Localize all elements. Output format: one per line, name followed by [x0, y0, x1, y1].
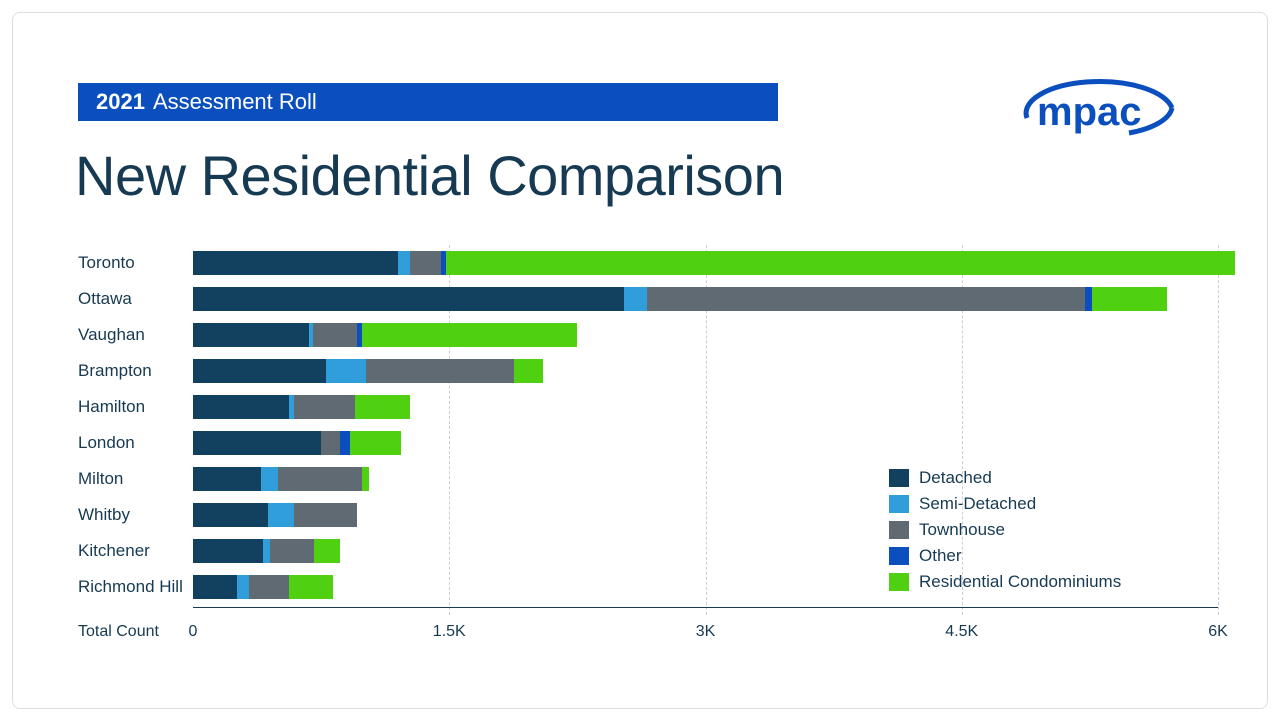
- bar-segment-condo: [446, 251, 1235, 275]
- bar-segment-condo: [289, 575, 333, 599]
- bar-row: Vaughan: [78, 317, 1218, 353]
- x-tick: 6K: [1208, 623, 1228, 641]
- bar-segment-condo: [350, 431, 401, 455]
- bar-segment-townhouse: [321, 431, 340, 455]
- banner-text: Assessment Roll: [153, 89, 317, 115]
- category-label: Milton: [78, 469, 193, 489]
- category-label: Kitchener: [78, 541, 193, 561]
- bar-segment-detached: [193, 503, 268, 527]
- bar-segment-townhouse: [294, 503, 357, 527]
- banner-year: 2021: [96, 89, 145, 115]
- bar-track: [193, 251, 1218, 275]
- bar-segment-other: [1085, 287, 1092, 311]
- bar-segment-other: [340, 431, 350, 455]
- bar-segment-townhouse: [366, 359, 515, 383]
- page-title: New Residential Comparison: [75, 143, 784, 208]
- bar-track: [193, 395, 1218, 419]
- mpac-logo: mpac: [1007, 63, 1187, 143]
- bar-segment-semi: [326, 359, 365, 383]
- category-label: Ottawa: [78, 289, 193, 309]
- bar-segment-townhouse: [270, 539, 314, 563]
- x-axis-label: Total Count: [78, 623, 193, 643]
- x-tick: 0: [189, 623, 198, 641]
- x-axis-line: [193, 607, 1218, 608]
- report-card: 2021 Assessment Roll mpac New Residentia…: [12, 12, 1268, 709]
- x-tick: 3K: [696, 623, 716, 641]
- legend-swatch: [889, 521, 909, 539]
- bar-segment-detached: [193, 431, 321, 455]
- bar-row: Ottawa: [78, 281, 1218, 317]
- legend-label: Townhouse: [919, 520, 1005, 540]
- bar-segment-semi: [624, 287, 648, 311]
- legend-swatch: [889, 573, 909, 591]
- legend-label: Other: [919, 546, 962, 566]
- legend-item: Residential Condominiums: [889, 569, 1209, 595]
- category-label: Vaughan: [78, 325, 193, 345]
- bar-segment-detached: [193, 251, 398, 275]
- bar-row: Toronto: [78, 245, 1218, 281]
- bar-track: [193, 287, 1218, 311]
- bar-segment-condo: [314, 539, 340, 563]
- category-label: Richmond Hill: [78, 577, 193, 597]
- legend-label: Semi-Detached: [919, 494, 1036, 514]
- bar-segment-condo: [514, 359, 543, 383]
- bar-segment-townhouse: [313, 323, 357, 347]
- bar-segment-semi: [398, 251, 410, 275]
- legend-swatch: [889, 469, 909, 487]
- bar-row: Brampton: [78, 353, 1218, 389]
- bar-segment-semi: [261, 467, 278, 491]
- bar-segment-detached: [193, 323, 309, 347]
- bar-track: [193, 359, 1218, 383]
- bar-segment-condo: [362, 323, 577, 347]
- bar-segment-condo: [362, 467, 369, 491]
- category-label: Hamilton: [78, 397, 193, 417]
- x-tick: 1.5K: [433, 623, 466, 641]
- bar-segment-detached: [193, 539, 263, 563]
- legend: Detached Semi-Detached Townhouse Other Resid…: [889, 465, 1209, 595]
- category-label: Whitby: [78, 505, 193, 525]
- bar-segment-detached: [193, 395, 289, 419]
- bar-segment-detached: [193, 467, 261, 491]
- category-label: Toronto: [78, 253, 193, 273]
- bar-track: [193, 323, 1218, 347]
- bar-segment-townhouse: [278, 467, 362, 491]
- bar-segment-semi: [237, 575, 249, 599]
- legend-item: Townhouse: [889, 517, 1209, 543]
- bar-segment-townhouse: [647, 287, 1084, 311]
- category-label: Brampton: [78, 361, 193, 381]
- legend-item: Other: [889, 543, 1209, 569]
- bar-row: Hamilton: [78, 389, 1218, 425]
- legend-label: Detached: [919, 468, 992, 488]
- bar-segment-detached: [193, 359, 326, 383]
- bar-segment-detached: [193, 575, 237, 599]
- legend-swatch: [889, 547, 909, 565]
- bar-track: [193, 431, 1218, 455]
- legend-item: Semi-Detached: [889, 491, 1209, 517]
- bar-segment-semi: [263, 539, 270, 563]
- x-axis: Total Count 01.5K3K4.5K6K: [78, 623, 1218, 643]
- assessment-banner: 2021 Assessment Roll: [78, 83, 778, 121]
- category-label: London: [78, 433, 193, 453]
- logo-text: mpac: [1037, 90, 1142, 134]
- legend-label: Residential Condominiums: [919, 572, 1121, 592]
- bar-segment-condo: [355, 395, 410, 419]
- bar-segment-detached: [193, 287, 624, 311]
- bar-segment-townhouse: [294, 395, 356, 419]
- gridline: [1218, 245, 1219, 615]
- x-tick: 4.5K: [945, 623, 978, 641]
- bar-segment-townhouse: [249, 575, 288, 599]
- legend-swatch: [889, 495, 909, 513]
- bar-segment-condo: [1092, 287, 1167, 311]
- bar-row: London: [78, 425, 1218, 461]
- legend-item: Detached: [889, 465, 1209, 491]
- bar-segment-townhouse: [410, 251, 441, 275]
- bar-segment-semi: [268, 503, 294, 527]
